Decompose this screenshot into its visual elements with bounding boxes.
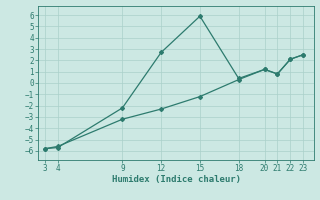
X-axis label: Humidex (Indice chaleur): Humidex (Indice chaleur) [111, 175, 241, 184]
